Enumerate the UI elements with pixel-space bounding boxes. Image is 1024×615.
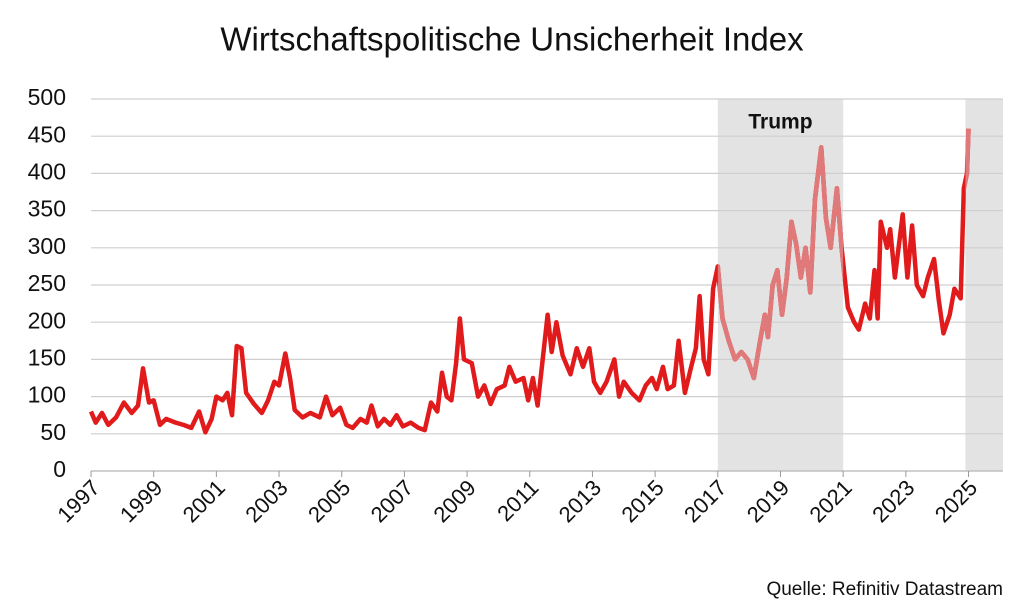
y-tick-label: 500 xyxy=(28,84,66,110)
x-tick-label: 2019 xyxy=(742,475,794,527)
x-tick-label: 2015 xyxy=(616,475,668,527)
y-tick-label: 400 xyxy=(28,158,66,184)
x-tick-label: 2021 xyxy=(805,475,857,527)
y-tick-label: 200 xyxy=(28,307,66,333)
x-tick-label: 2023 xyxy=(867,475,919,527)
y-tick-label: 100 xyxy=(28,382,66,408)
y-tick-label: 300 xyxy=(28,233,66,259)
y-tick-label: 150 xyxy=(28,344,66,370)
x-tick-label: 2011 xyxy=(492,475,543,526)
y-tick-label: 250 xyxy=(28,270,66,296)
x-tick-label: 2007 xyxy=(366,475,418,527)
y-tick-label: 450 xyxy=(28,121,66,147)
x-tick-label: 2001 xyxy=(178,475,230,527)
chart-title: Wirtschaftspolitische Unsicherheit Index xyxy=(220,21,804,58)
x-tick-label: 2013 xyxy=(554,475,606,527)
x-tick-label: 2025 xyxy=(930,475,982,527)
y-tick-label: 350 xyxy=(28,196,66,222)
x-tick-label: 2005 xyxy=(303,475,355,527)
data-line xyxy=(88,128,971,435)
region-label: Trump xyxy=(748,111,812,134)
x-tick-label: 2003 xyxy=(240,475,292,527)
source-note: Quelle: Refinitiv Datastream xyxy=(766,579,1003,600)
y-tick-label: 0 xyxy=(53,456,66,482)
x-tick-label: 2009 xyxy=(428,475,480,527)
x-tick-label: 1997 xyxy=(52,475,104,527)
x-tick-label: 2017 xyxy=(679,475,731,527)
y-tick-label: 50 xyxy=(40,419,66,445)
x-tick-label: 1999 xyxy=(115,475,167,527)
